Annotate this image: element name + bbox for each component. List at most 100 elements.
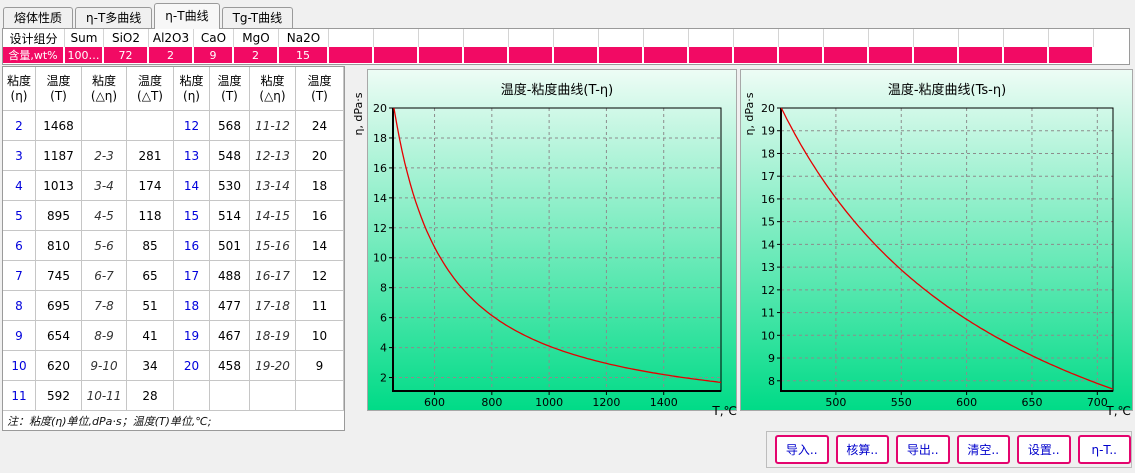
chart-T-eta: 温度-粘度曲线(T-η) 2 4 6 8 10 12 14 16 18 20 600 800 1000 12… — [367, 69, 737, 411]
composition-value-cell[interactable] — [329, 47, 374, 63]
svg-text:10: 10 — [373, 252, 387, 265]
table-cell: 2-3 — [82, 141, 127, 171]
table-cell: 18-19 — [250, 321, 296, 351]
column-header: 温度 (T) — [296, 67, 344, 111]
composition-value-cell[interactable] — [779, 47, 824, 63]
svg-text:2: 2 — [380, 372, 387, 385]
table-cell: 28 — [127, 381, 174, 411]
table-cell: 14 — [174, 171, 210, 201]
table-cell: 17 — [174, 261, 210, 291]
composition-col-empty — [374, 29, 419, 47]
svg-text:19: 19 — [761, 125, 775, 138]
button-import[interactable]: 导入.. — [775, 435, 829, 464]
table-row: 2 1468 12 568 11-12 24 — [3, 111, 344, 141]
composition-col-empty — [689, 29, 734, 47]
button-eta-T[interactable]: η-T.. — [1077, 435, 1131, 464]
table-cell: 20 — [174, 351, 210, 381]
tab-eta-T-multi[interactable]: η-T多曲线 — [75, 7, 153, 28]
table-cell: 15 — [174, 201, 210, 231]
svg-text:11: 11 — [761, 307, 775, 320]
button-settings[interactable]: 设置.. — [1017, 435, 1071, 464]
button-export[interactable]: 导出.. — [896, 435, 950, 464]
table-cell: 17-18 — [250, 291, 296, 321]
viscosity-table: 粘度 (η) 温度 (T) 粘度 (△η) 温度 (△T) 粘度 (η) 温度 (T) 粘度 (△η) 温度… — [2, 66, 345, 431]
composition-col-empty — [914, 29, 959, 47]
composition-value-cell[interactable] — [419, 47, 464, 63]
table-row: 9 654 8-9 41 19 467 18-19 10 — [3, 321, 344, 351]
table-cell: 12-13 — [250, 141, 296, 171]
table-row: 8 695 7-8 51 18 477 17-18 11 — [3, 291, 344, 321]
composition-value-cell[interactable] — [554, 47, 599, 63]
composition-value-cell[interactable] — [509, 47, 554, 63]
composition-value-cell[interactable] — [869, 47, 914, 63]
column-header: 粘度 (η) — [3, 67, 36, 111]
column-header: 粘度 (△η) — [250, 67, 296, 111]
tab-Tg-T[interactable]: Tg-T曲线 — [221, 7, 294, 28]
composition-value-cell[interactable] — [464, 47, 509, 63]
table-cell: 20 — [296, 141, 344, 171]
composition-value-cell[interactable]: 100… — [65, 47, 104, 63]
table-cell: 10-11 — [82, 381, 127, 411]
table-cell: 13 — [174, 141, 210, 171]
table-cell: 514 — [210, 201, 250, 231]
composition-col-empty — [509, 29, 554, 47]
table-row: 3 1187 2-3 281 13 548 12-13 20 — [3, 141, 344, 171]
svg-text:6: 6 — [380, 312, 387, 325]
svg-text:1000: 1000 — [535, 396, 563, 409]
composition-value-cell[interactable]: 2 — [234, 47, 279, 63]
table-row: 11 592 10-11 28 — [3, 381, 344, 411]
svg-text:600: 600 — [956, 396, 977, 409]
svg-text:9: 9 — [768, 352, 775, 365]
composition-value-cell[interactable] — [689, 47, 734, 63]
table-cell — [296, 381, 344, 411]
column-header: 温度 (T) — [36, 67, 82, 111]
tab-eta-T[interactable]: η-T曲线 — [154, 3, 220, 29]
svg-text:1200: 1200 — [592, 396, 620, 409]
composition-value-cell[interactable] — [1004, 47, 1049, 63]
svg-text:10: 10 — [761, 329, 775, 342]
table-cell: 11 — [296, 291, 344, 321]
table-cell: 477 — [210, 291, 250, 321]
button-calculate[interactable]: 核算.. — [835, 435, 889, 464]
button-clear[interactable]: 清空.. — [956, 435, 1010, 464]
composition-col-empty — [554, 29, 599, 47]
composition-grid: 设计组分 Sum SiO2 Al2O3 CaO MgO Na2O 含量,wt% 100… 72 2… — [2, 28, 1130, 65]
chart-Ts-eta: 温度-粘度曲线(Ts-η) 8 9 10 11 12 13 14 15 16 17 18 19 20 500… — [740, 69, 1133, 411]
svg-text:14: 14 — [373, 192, 387, 205]
composition-header-row: 设计组分 Sum SiO2 Al2O3 CaO MgO Na2O — [3, 29, 1129, 47]
table-cell: 530 — [210, 171, 250, 201]
x-axis-label-1: T,℃ — [1106, 404, 1131, 418]
table-cell: 895 — [36, 201, 82, 231]
composition-value-cell[interactable] — [599, 47, 644, 63]
table-row: 7 745 6-7 65 17 488 16-17 12 — [3, 261, 344, 291]
table-cell: 1187 — [36, 141, 82, 171]
viscosity-table-body: 2 1468 12 568 11-12 24 3 1187 2-3 281 13 548 12-13 20… — [3, 111, 344, 411]
svg-text:20: 20 — [761, 102, 775, 115]
table-cell — [82, 111, 127, 141]
table-row: 4 1013 3-4 174 14 530 13-14 18 — [3, 171, 344, 201]
composition-value-filler — [1094, 47, 1129, 63]
composition-value-cell[interactable]: 15 — [279, 47, 329, 63]
composition-col-Na2O: Na2O — [279, 29, 329, 47]
composition-value-cell[interactable] — [914, 47, 959, 63]
table-cell: 11 — [3, 381, 36, 411]
tab-bar: 熔体性质 η-T多曲线 η-T曲线 Tg-T曲线 — [3, 2, 295, 29]
tab-melt-properties[interactable]: 熔体性质 — [3, 7, 74, 28]
composition-value-cell[interactable] — [374, 47, 419, 63]
composition-value-cell[interactable] — [824, 47, 869, 63]
composition-value-cell[interactable] — [1049, 47, 1094, 63]
composition-value-cell[interactable]: 2 — [149, 47, 194, 63]
table-cell: 41 — [127, 321, 174, 351]
composition-col-empty — [1004, 29, 1049, 47]
composition-value-cell[interactable] — [644, 47, 689, 63]
y-axis-label-1: η, dPa·s — [743, 92, 756, 136]
composition-value-cell[interactable]: 9 — [194, 47, 234, 63]
composition-col-empty — [1049, 29, 1094, 47]
table-cell: 10 — [296, 321, 344, 351]
svg-text:8: 8 — [768, 375, 775, 388]
composition-value-cell[interactable] — [959, 47, 1004, 63]
composition-value-cell[interactable]: 72 — [104, 47, 149, 63]
svg-text:18: 18 — [761, 147, 775, 160]
composition-value-cell[interactable] — [734, 47, 779, 63]
